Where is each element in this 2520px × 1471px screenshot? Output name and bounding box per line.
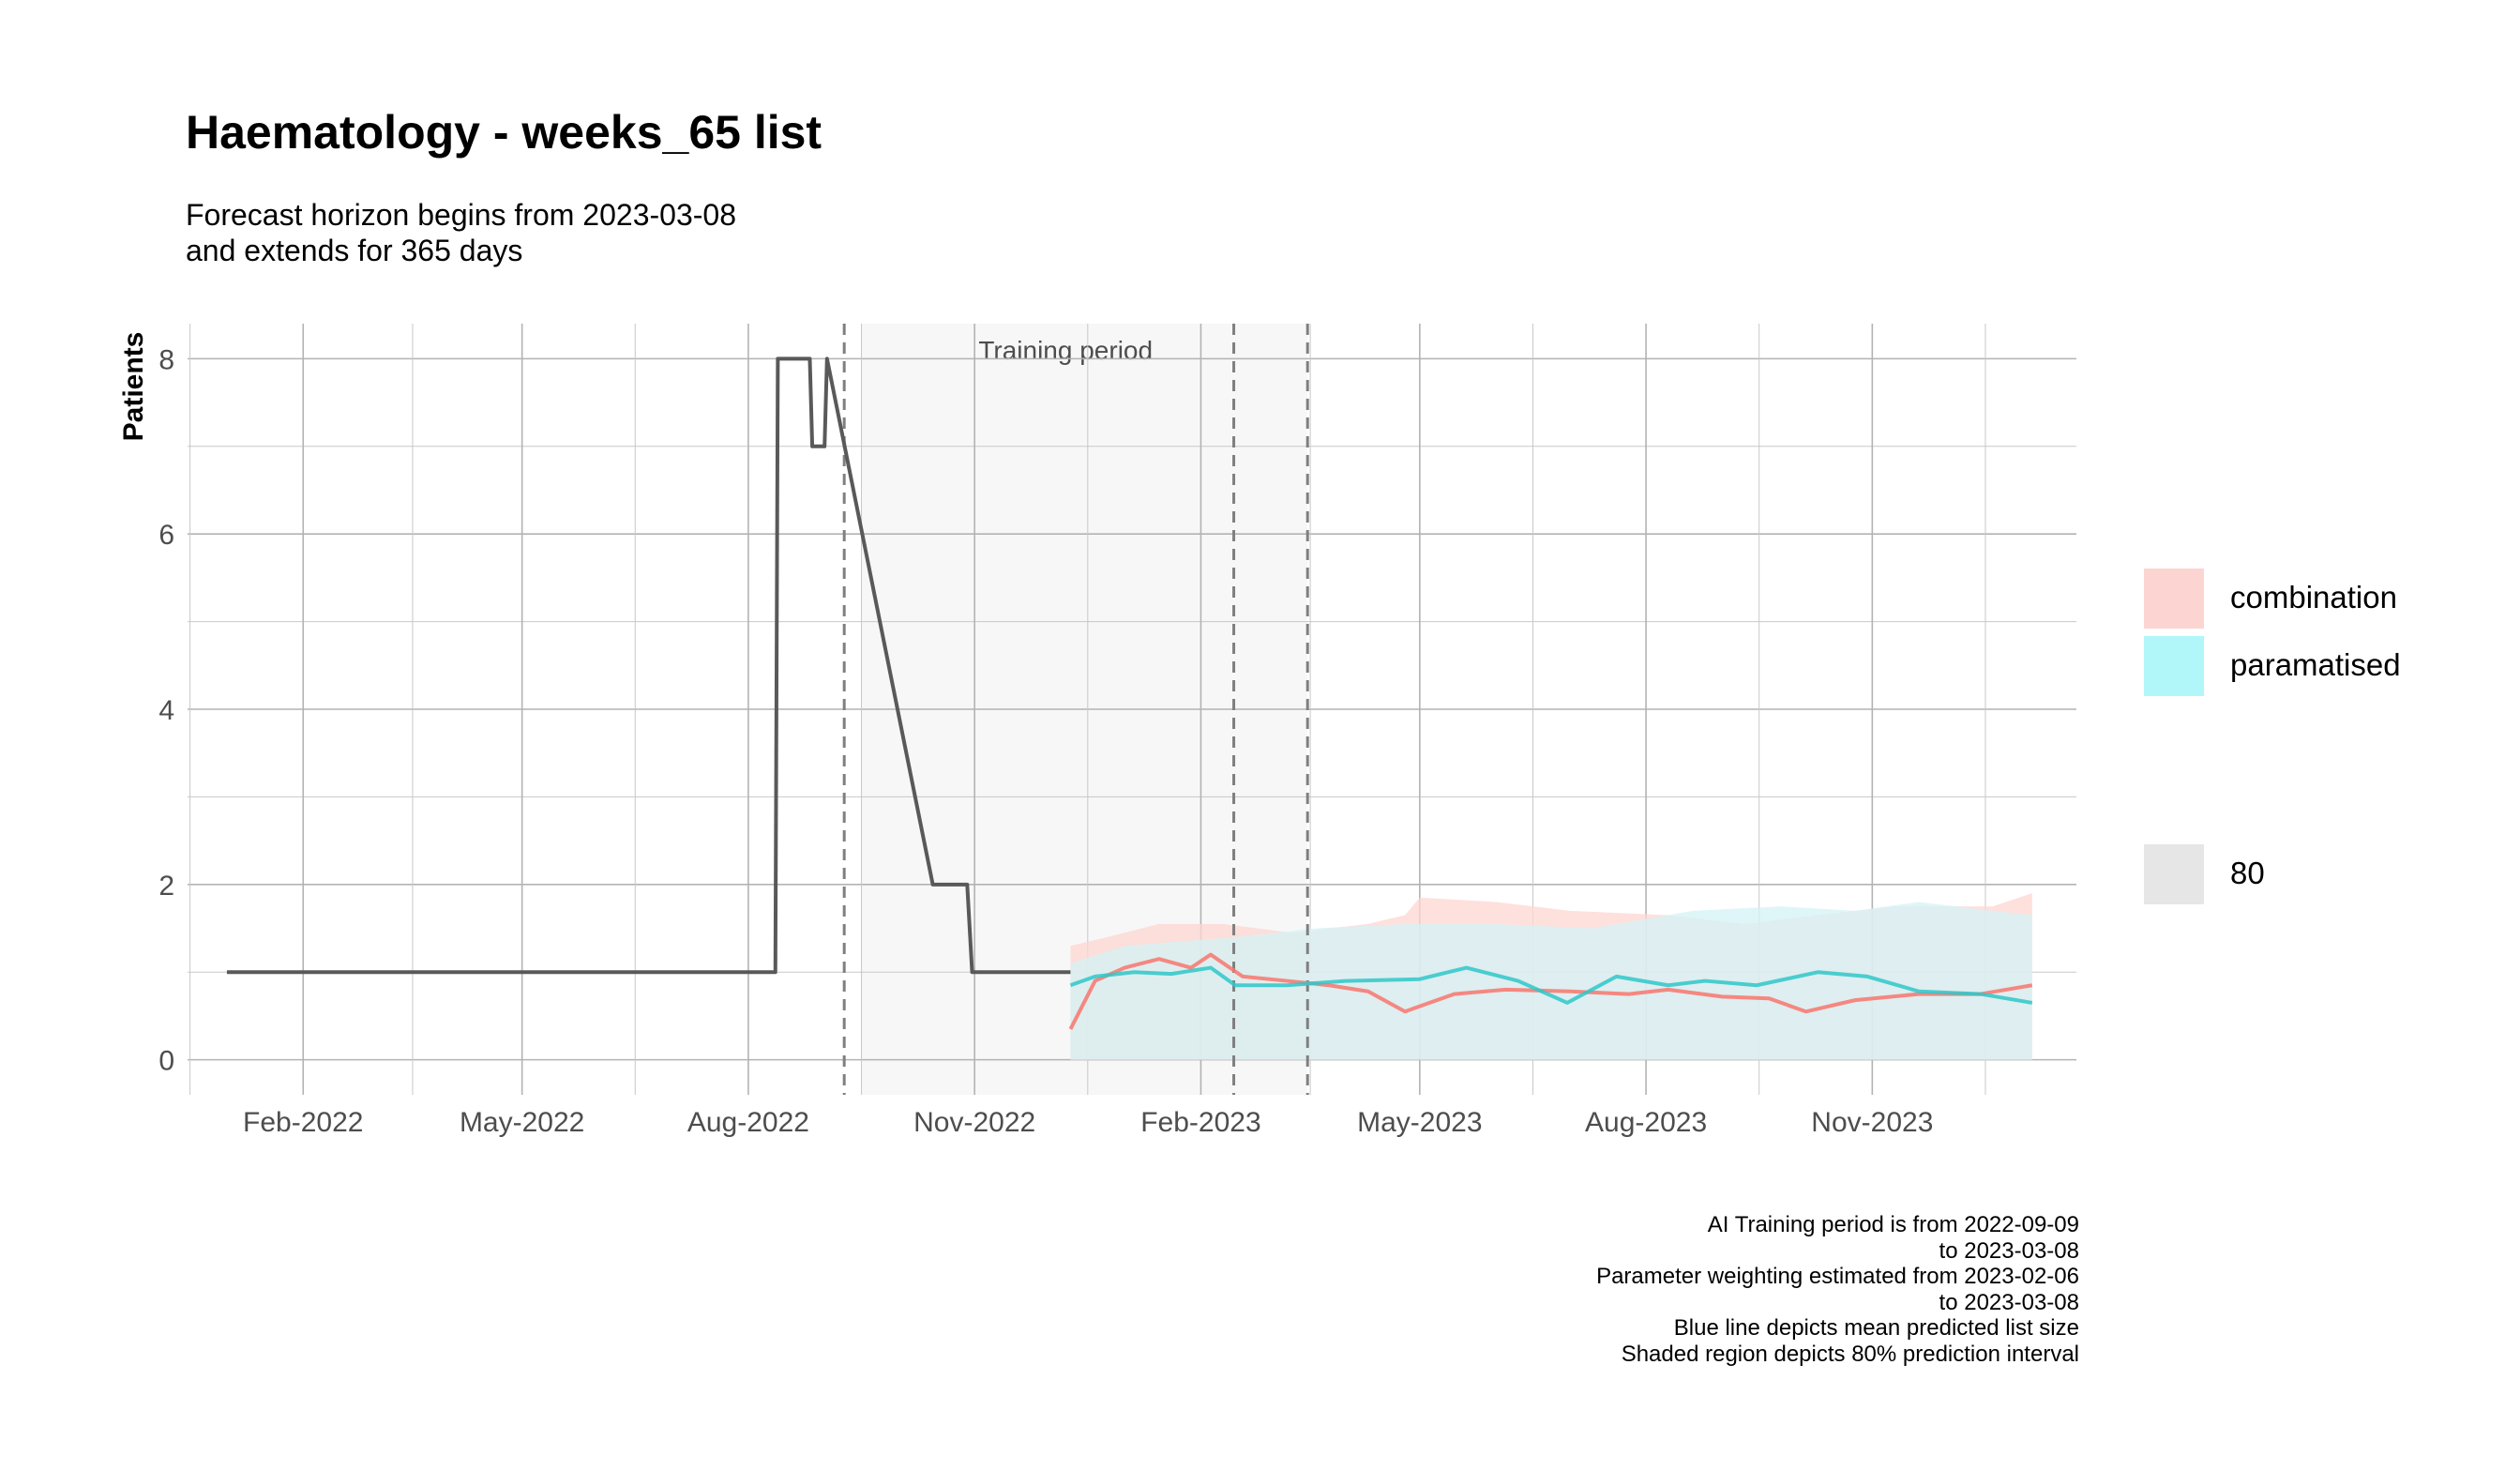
training-period-label: Training period xyxy=(978,336,1153,365)
chart-caption: AI Training period is from 2022-09-09 to… xyxy=(1596,1212,2079,1367)
x-tick-label: Aug-2022 xyxy=(687,1107,809,1138)
y-tick-label: 0 xyxy=(158,1046,174,1077)
legend-key-interval xyxy=(2144,844,2204,904)
caption-line-4: to 2023-03-08 xyxy=(1939,1289,2079,1315)
caption-line-1: AI Training period is from 2022-09-09 xyxy=(1707,1212,2079,1237)
caption-line-3: Parameter weighting estimated from 2023-… xyxy=(1596,1264,2079,1289)
chart-title: Haematology - weeks_65 list xyxy=(186,106,822,159)
caption-line-2: to 2023-03-08 xyxy=(1939,1237,2079,1264)
legend-key-paramatised xyxy=(2144,636,2204,696)
x-tick-label: May-2023 xyxy=(1357,1107,1482,1138)
x-tick-label: Feb-2022 xyxy=(243,1107,363,1138)
y-tick-label: 8 xyxy=(158,344,174,375)
chart-subtitle: Forecast horizon begins from 2023-03-08 … xyxy=(186,197,736,268)
legend-key-combination xyxy=(2144,569,2204,629)
legend-label-paramatised: paramatised xyxy=(2230,647,2401,682)
legend-label-interval: 80 xyxy=(2230,856,2265,890)
y-axis-label: Patients xyxy=(118,332,149,442)
legend-item-paramatised[interactable]: paramatised xyxy=(2144,634,2482,702)
x-tick-label: Feb-2023 xyxy=(1140,1107,1260,1138)
caption-line-5: Blue line depicts mean predicted list si… xyxy=(1673,1315,2079,1341)
series-lines xyxy=(226,356,2033,1030)
prediction-intervals xyxy=(1070,893,2032,1060)
y-tick-label: 4 xyxy=(158,695,174,726)
legend-item-interval[interactable]: 80 xyxy=(2144,842,2482,910)
vertical-markers xyxy=(842,324,1309,1095)
mean-line-combination xyxy=(1068,952,2033,1030)
x-tick-label: May-2022 xyxy=(460,1107,584,1138)
subtitle-line-2: and extends for 365 days xyxy=(186,234,523,267)
mean-line-paramatised xyxy=(1069,965,2033,1005)
interval-paramatised xyxy=(1070,902,2032,1060)
observed-line xyxy=(226,356,1071,975)
x-tick-label: Nov-2023 xyxy=(1811,1107,1933,1138)
axis-labels: 0 2 4 6 8 Feb-2022 May-2022 Aug-2022 Nov-2022 Feb… xyxy=(118,332,1933,1138)
y-tick-label: 2 xyxy=(158,871,174,902)
caption-line-6: Shaded region depicts 80% prediction int… xyxy=(1621,1341,2079,1367)
x-tick-label: Nov-2022 xyxy=(913,1107,1035,1138)
y-tick-label: 6 xyxy=(158,520,174,551)
x-tick-label: Aug-2023 xyxy=(1585,1107,1707,1138)
subtitle-line-1: Forecast horizon begins from 2023-03-08 xyxy=(186,198,736,232)
legend-item-combination[interactable]: combination xyxy=(2144,567,2482,634)
legend-label-combination: combination xyxy=(2230,580,2397,614)
